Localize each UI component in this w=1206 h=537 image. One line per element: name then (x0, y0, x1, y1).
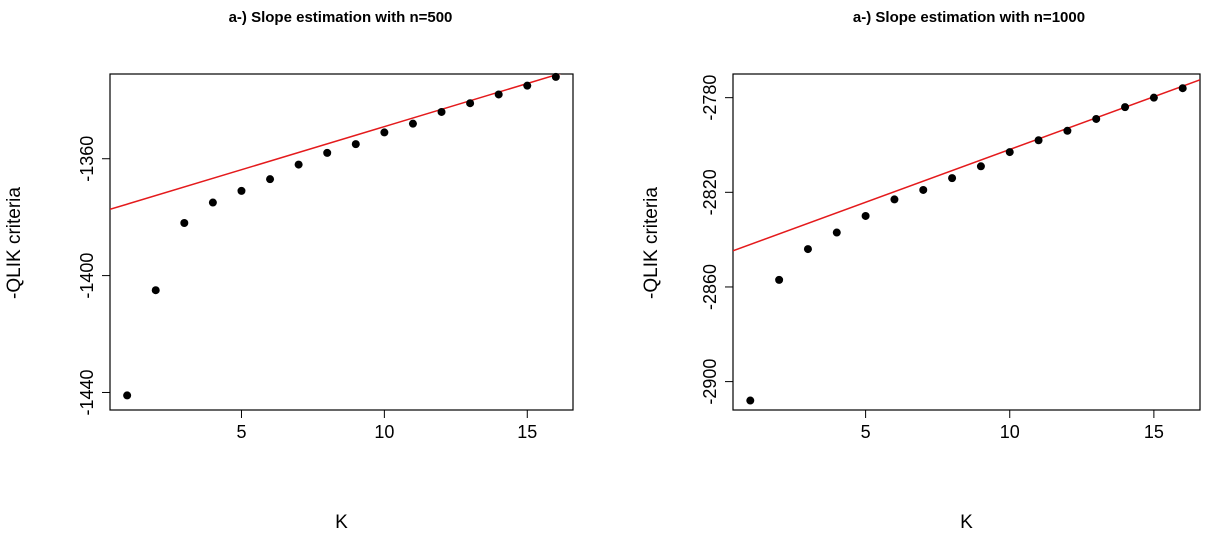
y-tick-label: -2860 (700, 264, 720, 310)
data-point (976, 162, 985, 171)
data-point (948, 174, 957, 183)
y-axis-label: -QLIK criteria (641, 187, 662, 299)
data-point (775, 275, 784, 284)
x-tick-label: 5 (236, 422, 246, 442)
x-tick-label: 10 (1000, 422, 1020, 442)
plot-panel-right: a-) Slope estimation with n=1000 5 10 15 -… (641, 9, 1201, 533)
data-point (1034, 136, 1043, 145)
data-point (1005, 148, 1014, 157)
points-layer (746, 84, 1187, 405)
data-point (351, 140, 360, 149)
plot-frame (109, 73, 574, 411)
data-point (180, 219, 189, 228)
points-layer (123, 72, 560, 400)
y-tick-label: -2820 (700, 169, 720, 215)
y-tick-label: -2780 (700, 75, 720, 121)
data-point (890, 195, 899, 204)
data-point (1063, 126, 1072, 135)
data-point (466, 99, 475, 108)
x-tick-label: 15 (517, 422, 537, 442)
fit-line (733, 79, 1200, 252)
plot-panel-left: a-) Slope estimation with n=500 5 10 15 -1… (4, 9, 574, 533)
y-tick-label: -2900 (700, 359, 720, 405)
x-axis-label: K (960, 512, 973, 533)
data-point (861, 211, 870, 220)
x-tick-label: 15 (1144, 422, 1164, 442)
data-point (237, 186, 246, 195)
data-point (746, 396, 755, 405)
plot-frame (732, 73, 1201, 411)
data-point (294, 160, 303, 169)
data-point (123, 391, 132, 400)
chart-title: a-) Slope estimation with n=500 (229, 9, 453, 26)
data-point (494, 90, 503, 99)
y-axis: -2900 -2860 -2820 -2780 (700, 75, 733, 405)
data-point (1178, 84, 1187, 93)
data-point (919, 185, 928, 194)
data-point (151, 286, 160, 295)
fit-line-layer (110, 74, 562, 211)
data-point (1149, 93, 1158, 102)
data-point (323, 148, 332, 157)
data-point (1092, 114, 1101, 123)
fit-line (110, 74, 562, 211)
y-axis-label: -QLIK criteria (4, 187, 25, 299)
chart-title: a-) Slope estimation with n=1000 (853, 9, 1085, 26)
fit-line-layer (733, 79, 1200, 252)
x-axis: 5 10 15 (861, 410, 1164, 442)
y-tick-label: -1440 (77, 369, 97, 415)
data-point (1121, 103, 1130, 112)
y-tick-label: -1400 (77, 253, 97, 299)
x-axis-label: K (335, 512, 348, 533)
data-point (832, 228, 841, 237)
y-axis: -1440 -1400 -1360 (77, 136, 110, 415)
data-point (266, 175, 275, 184)
data-point (803, 245, 812, 254)
data-point (551, 72, 560, 81)
data-point (408, 119, 417, 128)
x-tick-label: 5 (861, 422, 871, 442)
data-point (208, 198, 217, 207)
data-point (380, 128, 389, 137)
data-point (437, 107, 446, 116)
data-point (523, 81, 532, 90)
x-axis: 5 10 15 (236, 410, 537, 442)
x-tick-label: 10 (374, 422, 394, 442)
y-tick-label: -1360 (77, 136, 97, 182)
